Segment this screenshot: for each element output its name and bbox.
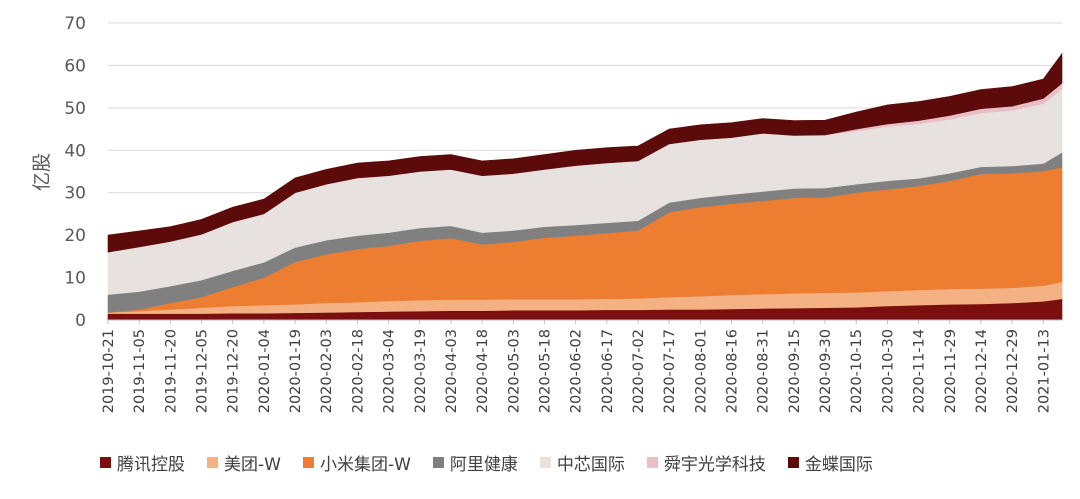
y-tick-label: 20 (64, 226, 86, 246)
legend-label: 美团-W (224, 454, 281, 475)
x-tick-label: 2019-12-20 (226, 329, 242, 413)
x-tick-label: 2020-06-02 (569, 329, 585, 413)
x-tick-label: 2020-04-18 (475, 329, 491, 413)
legend-label: 阿里健康 (449, 454, 518, 475)
x-tick-label: 2019-11-05 (132, 329, 148, 413)
legend-swatch (302, 456, 314, 468)
x-tick-label: 2020-04-03 (444, 329, 460, 413)
y-tick-label: 10 (64, 269, 86, 289)
x-tick-label: 2020-12-29 (1005, 329, 1021, 413)
legend-swatch (100, 456, 111, 468)
x-tick-label: 2020-11-29 (943, 329, 959, 413)
y-tick-label: 30 (64, 184, 86, 204)
legend-label: 金蝶国际 (804, 454, 873, 475)
area-series-6 (107, 52, 1063, 253)
x-tick-label: 2020-07-02 (631, 329, 647, 413)
x-tick-label: 2019-12-05 (195, 329, 211, 413)
y-tick-label: 70 (64, 14, 86, 34)
legend-label: 中芯国际 (556, 454, 625, 475)
x-tick-label: 2020-08-31 (756, 329, 772, 413)
legend-item-3: 阿里健康 (432, 450, 518, 475)
chart-legend: 腾讯控股 美团-W 小米集团-W 阿里健康 中芯国际 舜宇光学科技 金蝶国际 (100, 447, 895, 477)
x-tick-label: 2021-01-13 (1036, 329, 1052, 413)
x-tick-label: 2020-02-03 (319, 329, 335, 413)
x-tick-label: 2020-02-18 (350, 329, 366, 413)
x-tick-label: 2020-07-17 (662, 329, 678, 413)
legend-item-1: 美团-W (207, 450, 281, 475)
x-tick-label: 2020-05-18 (538, 329, 554, 413)
x-tick-label: 2020-05-03 (506, 329, 522, 413)
legend-label: 腾讯控股 (117, 454, 185, 475)
series-areas (107, 52, 1063, 321)
x-tick-label: 2019-11-20 (163, 329, 179, 413)
x-tick-label: 2020-10-30 (880, 329, 896, 413)
y-tick-label: 60 (64, 56, 86, 76)
axes: 0 10 20 30 40 50 60 70 2019-10-21 2019-11-05 2019-… (64, 14, 1062, 413)
x-tick-label: 2020-06-17 (600, 329, 616, 413)
y-tick-label: 50 (64, 99, 86, 119)
x-tick-label: 2020-11-14 (912, 329, 928, 413)
x-tick-label: 2020-03-04 (382, 329, 398, 413)
x-tick-label: 2020-08-01 (693, 329, 709, 413)
x-tick-label: 2020-08-16 (725, 329, 741, 413)
legend-label: 舜宇光学科技 (663, 454, 766, 475)
x-tick-label: 2020-01-04 (257, 329, 273, 413)
legend-swatch (539, 456, 551, 468)
y-axis-label: 亿股 (31, 153, 53, 191)
legend-label: 小米集团-W (319, 454, 411, 475)
legend-swatch (646, 456, 658, 468)
legend-swatch (787, 456, 799, 468)
legend-swatch (207, 456, 218, 468)
legend-item-5: 舜宇光学科技 (646, 450, 766, 475)
legend-item-6: 金蝶国际 (787, 450, 873, 475)
x-tick-label: 2020-01-19 (288, 329, 304, 413)
x-tick-label: 2020-03-19 (413, 329, 429, 413)
x-tick-label: 2020-09-15 (787, 329, 803, 413)
legend-item-2: 小米集团-W (302, 450, 411, 475)
x-tick-label: 2020-09-30 (818, 329, 834, 413)
x-tick-label: 2020-12-14 (974, 329, 990, 413)
legend-item-0: 腾讯控股 (100, 450, 185, 475)
x-tick-label: 2019-10-21 (101, 329, 117, 413)
y-tick-label: 40 (64, 141, 86, 161)
legend-item-4: 中芯国际 (539, 450, 625, 475)
legend-swatch (432, 456, 444, 468)
x-tick-label: 2020-10-15 (849, 329, 865, 413)
y-tick-label: 0 (75, 311, 86, 331)
